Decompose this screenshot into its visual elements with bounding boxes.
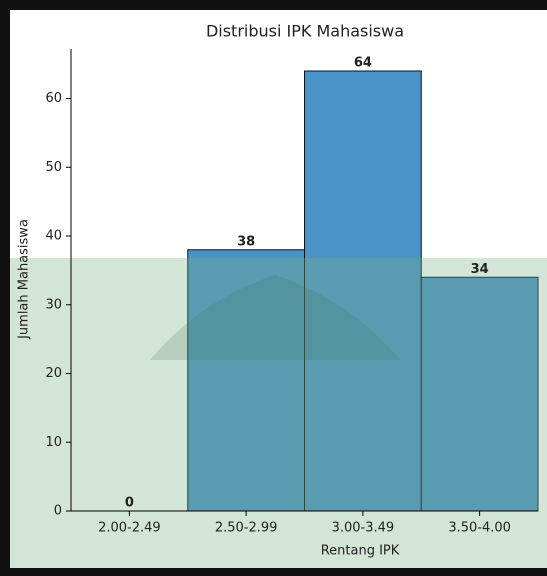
- x-axis-label: Rentang IPK: [321, 544, 400, 559]
- value-label: 34: [471, 262, 489, 277]
- x-tick-label: 3.50-4.00: [448, 521, 511, 536]
- chart-title: Distribusi IPK Mahasiswa: [206, 22, 404, 41]
- y-axis-label: Jumlah Mahasiswa: [17, 219, 32, 340]
- y-tick-label: 40: [45, 229, 62, 244]
- value-label: 38: [237, 234, 255, 249]
- page: {"chart_data": {"type": "bar", "title": …: [0, 0, 547, 576]
- y-tick-label: 0: [54, 504, 62, 519]
- y-tick-label: 30: [45, 297, 62, 312]
- x-tick-label: 2.50-2.99: [215, 521, 278, 536]
- value-label: 64: [354, 56, 372, 71]
- value-label: 0: [125, 496, 134, 511]
- chart: Distribusi IPK Mahasiswa Rentang IPK Jum…: [0, 0, 547, 576]
- y-tick-label: 10: [45, 435, 62, 450]
- y-tick-label: 60: [45, 91, 62, 106]
- x-tick-label: 3.00-3.49: [332, 521, 395, 536]
- y-tick-label: 50: [45, 160, 62, 175]
- y-tick-label: 20: [45, 366, 62, 381]
- x-tick-label: 2.00-2.49: [98, 521, 161, 536]
